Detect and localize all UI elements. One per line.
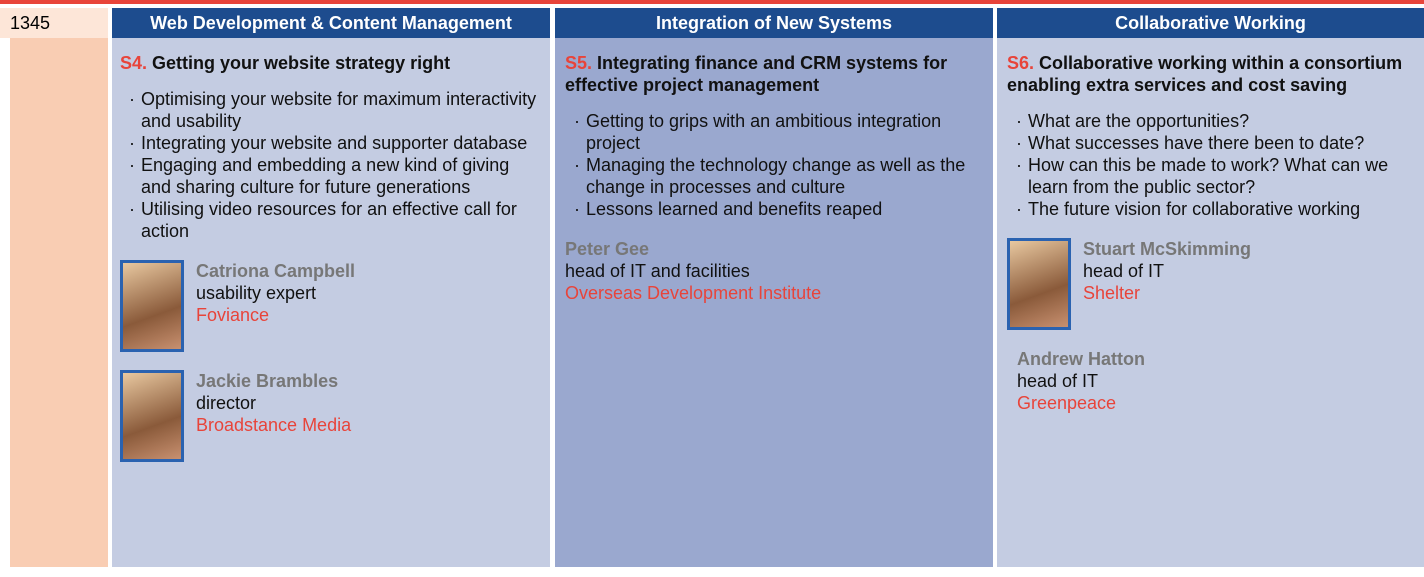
- speaker: Andrew Hatton head of IT Greenpeace: [1007, 348, 1414, 414]
- bullet: Integrating your website and supporter d…: [129, 132, 540, 154]
- bullet: Engaging and embedding a new kind of giv…: [129, 154, 540, 198]
- bullet: What successes have there been to date?: [1016, 132, 1414, 154]
- session-title-text: Collaborative working within a consortiu…: [1007, 53, 1403, 95]
- speaker-org: Foviance: [196, 305, 270, 325]
- session-title: S6. Collaborative working within a conso…: [1007, 52, 1414, 96]
- speaker-org: Broadstance Media: [196, 415, 352, 435]
- session-column: S6. Collaborative working within a conso…: [997, 38, 1424, 567]
- session-column: S4. Getting your website strategy right O…: [112, 38, 550, 567]
- bullet: Lessons learned and benefits reaped: [574, 198, 983, 220]
- bullet: Optimising your website for maximum inte…: [129, 88, 540, 132]
- speaker-role: director: [196, 393, 257, 413]
- speaker-text: Catriona Campbell usability expert Fovianc…: [196, 260, 355, 352]
- speaker: Peter Gee head of IT and facilities Overse…: [565, 238, 983, 304]
- bullet: The future vision for collaborative work…: [1016, 198, 1414, 220]
- session-title-text: Integrating finance and CRM systems for …: [565, 53, 948, 95]
- bullet: How can this be made to work? What can w…: [1016, 154, 1414, 198]
- speaker-org: Overseas Development Institute: [565, 283, 822, 303]
- bullet: What are the opportunities?: [1016, 110, 1414, 132]
- bullet: Managing the technology change as well a…: [574, 154, 983, 198]
- speaker-name: Andrew Hatton: [1017, 349, 1145, 369]
- speaker-name: Catriona Campbell: [196, 261, 356, 281]
- speaker-text: Stuart McSkimming head of IT Shelter: [1083, 238, 1251, 330]
- session-column: S5. Integrating finance and CRM systems …: [555, 38, 993, 567]
- bullet: Getting to grips with an ambitious integ…: [574, 110, 983, 154]
- speaker-org: Shelter: [1083, 283, 1141, 303]
- speaker-org: Greenpeace: [1017, 393, 1117, 413]
- speaker-name: Stuart McSkimming: [1083, 239, 1252, 259]
- speaker-name: Peter Gee: [565, 239, 650, 259]
- speaker: Stuart McSkimming head of IT Shelter: [1007, 238, 1414, 330]
- speaker-text: Andrew Hatton head of IT Greenpeace: [1017, 348, 1145, 414]
- session-code: S4.: [120, 53, 148, 73]
- speaker-role: head of IT: [1083, 261, 1165, 281]
- speaker: Jackie Brambles director Broadstance Media: [120, 370, 540, 462]
- session-code: S5.: [565, 53, 593, 73]
- speaker-name: Jackie Brambles: [196, 371, 339, 391]
- speaker-photo: [120, 370, 184, 462]
- speaker-role: head of IT: [1017, 371, 1099, 391]
- speaker-role: usability expert: [196, 283, 317, 303]
- speaker-role: head of IT and facilities: [565, 261, 750, 281]
- session-code: S6.: [1007, 53, 1035, 73]
- bullet: Utilising video resources for an effecti…: [129, 198, 540, 242]
- time: 1345: [0, 8, 108, 38]
- track-header: Collaborative Working: [997, 8, 1424, 38]
- speaker: Catriona Campbell usability expert Fovianc…: [120, 260, 540, 352]
- bullet-list: What are the opportunities?What successe…: [1007, 110, 1414, 220]
- session-title: S4. Getting your website strategy right: [120, 52, 540, 74]
- speaker-text: Jackie Brambles director Broadstance Media: [196, 370, 351, 462]
- speaker-text: Peter Gee head of IT and facilities Overse…: [565, 238, 821, 304]
- time-column: [10, 38, 108, 567]
- speaker-photo: [120, 260, 184, 352]
- track-header: Web Development & Content Management: [112, 8, 550, 38]
- track-header: Integration of New Systems: [555, 8, 993, 38]
- bullet-list: Getting to grips with an ambitious integ…: [565, 110, 983, 220]
- bullet-list: Optimising your website for maximum inte…: [120, 88, 540, 242]
- session-title-text: Getting your website strategy right: [152, 53, 451, 73]
- top-rule: [0, 0, 1424, 4]
- session-title: S5. Integrating finance and CRM systems …: [565, 52, 983, 96]
- speaker-photo: [1007, 238, 1071, 330]
